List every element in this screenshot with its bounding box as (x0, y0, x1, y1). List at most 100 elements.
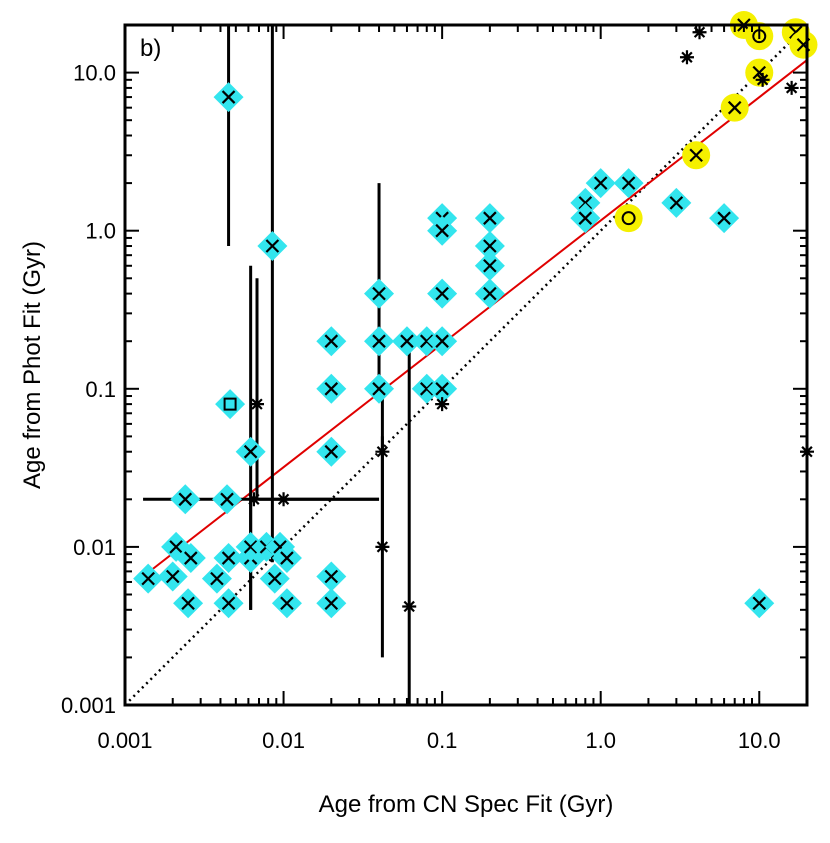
cyan-diamond-point (744, 588, 775, 619)
asterisk-point (276, 492, 291, 507)
x-symbol (280, 596, 294, 611)
cyan-diamond-point (316, 561, 347, 592)
x-symbol (220, 492, 234, 507)
x-tick-label: 0.1 (427, 728, 458, 753)
x-symbol (435, 382, 449, 396)
asterisk-point (755, 72, 770, 87)
cyan-diamond-point (213, 588, 244, 619)
x-symbol (578, 196, 593, 210)
y-tick-label: 0.1 (85, 377, 116, 402)
x-symbol (435, 286, 449, 301)
cyan-diamond-point (411, 326, 442, 357)
x-tick-label: 1.0 (585, 728, 616, 753)
x-symbol (400, 334, 414, 348)
cyan-diamond-point (427, 215, 458, 246)
asterisk-point (375, 444, 390, 459)
x-symbol (717, 211, 731, 225)
asterisk-symbol (250, 397, 265, 412)
cyan-diamond-point (661, 187, 692, 218)
x-symbol (593, 176, 608, 190)
cyan-diamond-point (391, 326, 422, 357)
cyan-diamond-point (259, 563, 290, 594)
cyan-diamond-point (474, 278, 505, 309)
x-symbol (372, 382, 386, 396)
box-symbol (223, 397, 237, 411)
cyan-diamond-point (257, 231, 288, 262)
cyan-diamond-point (316, 436, 347, 467)
x-symbol (324, 596, 339, 611)
x-symbol (435, 223, 449, 238)
x-tick-label: 10.0 (738, 728, 781, 753)
x-symbol (419, 382, 434, 396)
cyan-diamond-point (316, 326, 347, 357)
y-tick-label: 0.01 (73, 535, 116, 560)
o-symbol (621, 211, 636, 226)
x-symbol (184, 551, 198, 565)
cyan-diamond-point (427, 326, 458, 357)
asterisk-point (250, 397, 265, 412)
diamond-marker (215, 389, 246, 420)
asterisk-symbol (246, 492, 261, 507)
asterisk-symbol (402, 599, 417, 614)
cyan-diamond-point (133, 563, 164, 594)
asterisk-point (435, 397, 450, 412)
x-symbol (324, 382, 339, 396)
x-symbol (752, 596, 767, 611)
asterisk-symbol (375, 444, 390, 459)
asterisk-symbol (784, 80, 799, 95)
cyan-diamond-point (201, 563, 232, 594)
cyan-diamond-point (427, 278, 458, 309)
x-symbol (221, 551, 236, 565)
cyan-diamond-point (474, 203, 505, 234)
asterisk-symbol (679, 50, 694, 65)
asterisk-point (692, 25, 707, 40)
one-to-one-line (124, 24, 808, 706)
cyan-diamond-point (170, 484, 201, 515)
x-symbol (689, 148, 703, 163)
cyan-diamond-point (213, 82, 244, 113)
asterisk-point (402, 599, 417, 614)
x-symbol (265, 239, 280, 253)
axis-ticks: 0.001 0.01 0.1 1.0 10.0 0.001 0.01 0.1 1.0 10.0 (61, 24, 808, 753)
asterisk-symbol (435, 397, 450, 412)
x-symbol (483, 258, 497, 273)
x-symbol (169, 540, 183, 554)
y-axis-label: Age from Phot Fit (Gyr) (19, 241, 46, 489)
cyan-diamond-point (212, 484, 243, 515)
x-symbol (267, 571, 282, 586)
cyan-diamond-point (570, 187, 601, 218)
yellow-circle-point (789, 30, 818, 59)
x-tick-label: 0.01 (262, 728, 305, 753)
asterisk-symbol (692, 25, 707, 40)
y-tick-label: 10.0 (73, 61, 116, 86)
x-symbol (621, 176, 636, 190)
cyan-diamond-point (474, 250, 505, 281)
cyan-diamond-point (474, 231, 505, 262)
x-symbol (727, 100, 742, 115)
yellow-circle-point (614, 204, 643, 233)
asterisk-point (246, 492, 261, 507)
x-symbol (243, 540, 258, 554)
cyan-diamond-point (709, 203, 740, 234)
asterisk-symbol (755, 72, 770, 87)
x-symbol (372, 286, 386, 301)
cyan-diamond-point (316, 373, 347, 404)
x-tick-label: 0.001 (97, 728, 152, 753)
panel-label: b) (140, 35, 161, 62)
circle-marker (614, 204, 643, 233)
x-symbol (324, 569, 339, 584)
x-symbol (483, 239, 497, 253)
cyan-diamond-point (235, 531, 266, 562)
y-tick-label: 1.0 (85, 219, 116, 244)
cyan-diamond-point (271, 588, 302, 619)
x-symbol (419, 334, 434, 348)
cyan-diamond-point (585, 168, 616, 199)
yellow-circle-point (720, 93, 749, 122)
cyan-diamond-point (364, 278, 395, 309)
asterisk-point (375, 539, 390, 554)
cyan-diamond-point (613, 168, 644, 199)
cyan-diamond-point (316, 588, 347, 619)
cyan-diamond-point (157, 561, 188, 592)
x-symbol (165, 569, 180, 584)
